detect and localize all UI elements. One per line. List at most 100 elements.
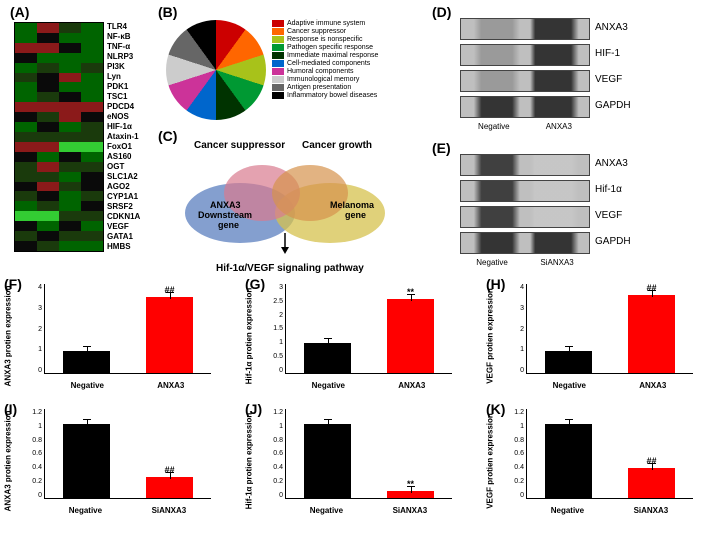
heatmap-cell (59, 132, 81, 142)
heatmap-cell (15, 221, 37, 231)
plot-area: ## (44, 409, 211, 499)
heatmap-gene-label: Ataxin-1 (107, 133, 140, 141)
heatmap-cell (37, 182, 59, 192)
blot-lanes (460, 18, 590, 40)
pie-legend-item: Adaptive immune system (272, 20, 378, 27)
legend-label: Response is nonspecific (287, 36, 363, 43)
heatmap-cell (59, 63, 81, 73)
legend-swatch (272, 44, 284, 51)
legend-label: Adaptive immune system (287, 20, 365, 27)
heatmap-cell (15, 201, 37, 211)
heatmap-cell (59, 92, 81, 102)
blot-band: ANXA3 (460, 18, 660, 40)
heatmap-cell (59, 43, 81, 53)
heatmap-cell (37, 211, 59, 221)
heatmap-cell (81, 43, 103, 53)
heatmap-cell (15, 231, 37, 241)
bar-chart-i: (I)ANXA3 protien expression00.20.40.60.8… (10, 405, 215, 517)
heatmap-cell (37, 122, 59, 132)
y-axis-label: ANXA3 protien expression (4, 286, 13, 387)
blot-protein-label: VEGF (595, 74, 622, 85)
pie-chart (166, 20, 266, 120)
y-axis-label: Hif-1α protien expression (245, 288, 254, 385)
blot-lanes (460, 70, 590, 92)
x-axis-labels: NegativeANXA3 (285, 381, 452, 390)
heatmap-cell (37, 231, 59, 241)
y-axis-ticks: 00.20.40.60.811.2 (273, 409, 283, 499)
heatmap-gene-label: SRSF2 (107, 203, 140, 211)
heatmap-gene-label: NLRP3 (107, 53, 140, 61)
heatmap-cell (59, 211, 81, 221)
heatmap-cell (37, 172, 59, 182)
pie-chart-area: Adaptive immune systemCancer suppressorR… (166, 20, 406, 130)
heatmap-gene-label: VEGF (107, 223, 140, 231)
heatmap-gene-label: TSC1 (107, 93, 140, 101)
heatmap-cell (15, 162, 37, 172)
heatmap-cell (37, 33, 59, 43)
heatmap-cell (15, 43, 37, 53)
venn-title-right: Cancer growth (302, 140, 372, 151)
y-axis-ticks: 01234 (514, 284, 524, 374)
heatmap-cell (59, 231, 81, 241)
venn-output: Hif-1α/VEGF signaling pathway (216, 263, 364, 274)
pie-legend-item: Response is nonspecific (272, 36, 378, 43)
legend-swatch (272, 36, 284, 43)
heatmap-gene-label: AS160 (107, 153, 140, 161)
heatmap-cell (81, 122, 103, 132)
legend-swatch (272, 76, 284, 83)
panel-label-d: (D) (432, 4, 451, 20)
heatmap-cell (59, 82, 81, 92)
plot-area: ## (526, 409, 693, 499)
blot-x-labels: NegativeANXA3 (460, 122, 590, 131)
heatmap-cell (15, 241, 37, 251)
heatmap-cell (15, 73, 37, 83)
bar (304, 343, 350, 373)
heatmap-cell (37, 162, 59, 172)
venn-set-label: ANXA3 (210, 200, 241, 210)
venn-diagram: Cancer suppressor Cancer growth ANXA3 Do… (170, 140, 400, 270)
heatmap-gene-label: PDK1 (107, 83, 140, 91)
heatmap-cell (15, 122, 37, 132)
heatmap-cell (15, 152, 37, 162)
legend-label: Cell-mediated components (287, 60, 370, 67)
heatmap-cell (81, 132, 103, 142)
blot-band: Hif-1α (460, 180, 660, 202)
y-axis-ticks: 00.20.40.60.811.2 (514, 409, 524, 499)
heatmap-gene-label: FoxO1 (107, 143, 140, 151)
heatmap-cell (59, 241, 81, 251)
heatmap-cell (37, 53, 59, 63)
plot-area: ## (44, 284, 211, 374)
heatmap-cell (15, 82, 37, 92)
bar-chart-h: (H)VEGF protien expression01234##Negativ… (492, 280, 697, 392)
heatmap-cell (37, 43, 59, 53)
heatmap-cell (59, 33, 81, 43)
bar: ## (628, 468, 674, 498)
heatmap-cell (81, 23, 103, 33)
pie-legend-item: Immunological memory (272, 76, 378, 83)
blot-protein-label: GAPDH (595, 100, 631, 111)
heatmap-cell (37, 92, 59, 102)
western-blot-e: ANXA3Hif-1αVEGFGAPDHNegativeSiANXA3 (460, 154, 660, 267)
heatmap-gene-label: Lyn (107, 73, 140, 81)
heatmap-cell (37, 73, 59, 83)
heatmap-gene-label: HIF-1α (107, 123, 140, 131)
heatmap-cell (15, 92, 37, 102)
pie-legend-item: Cancer suppressor (272, 28, 378, 35)
heatmap-gene-label: HMBS (107, 243, 140, 251)
y-axis-ticks: 01234 (32, 284, 42, 374)
heatmap-cell (37, 132, 59, 142)
significance-mark: ## (646, 283, 656, 293)
heatmap-gene-label: AGO2 (107, 183, 140, 191)
x-axis-labels: NegativeSiANXA3 (44, 506, 211, 515)
blot-protein-label: Hif-1α (595, 184, 622, 195)
heatmap-cell (81, 221, 103, 231)
western-blot-d: ANXA3HIF-1VEGFGAPDHNegativeANXA3 (460, 18, 660, 131)
heatmap-cell (81, 142, 103, 152)
heatmap-cell (59, 201, 81, 211)
legend-label: Inflammatory bowel diseases (287, 92, 377, 99)
bar (304, 424, 350, 498)
bar-chart-row-2: (I)ANXA3 protien expression00.20.40.60.8… (10, 405, 697, 517)
significance-mark: ## (646, 456, 656, 466)
blot-lanes (460, 232, 590, 254)
svg-text:Melanoma: Melanoma (330, 200, 375, 210)
